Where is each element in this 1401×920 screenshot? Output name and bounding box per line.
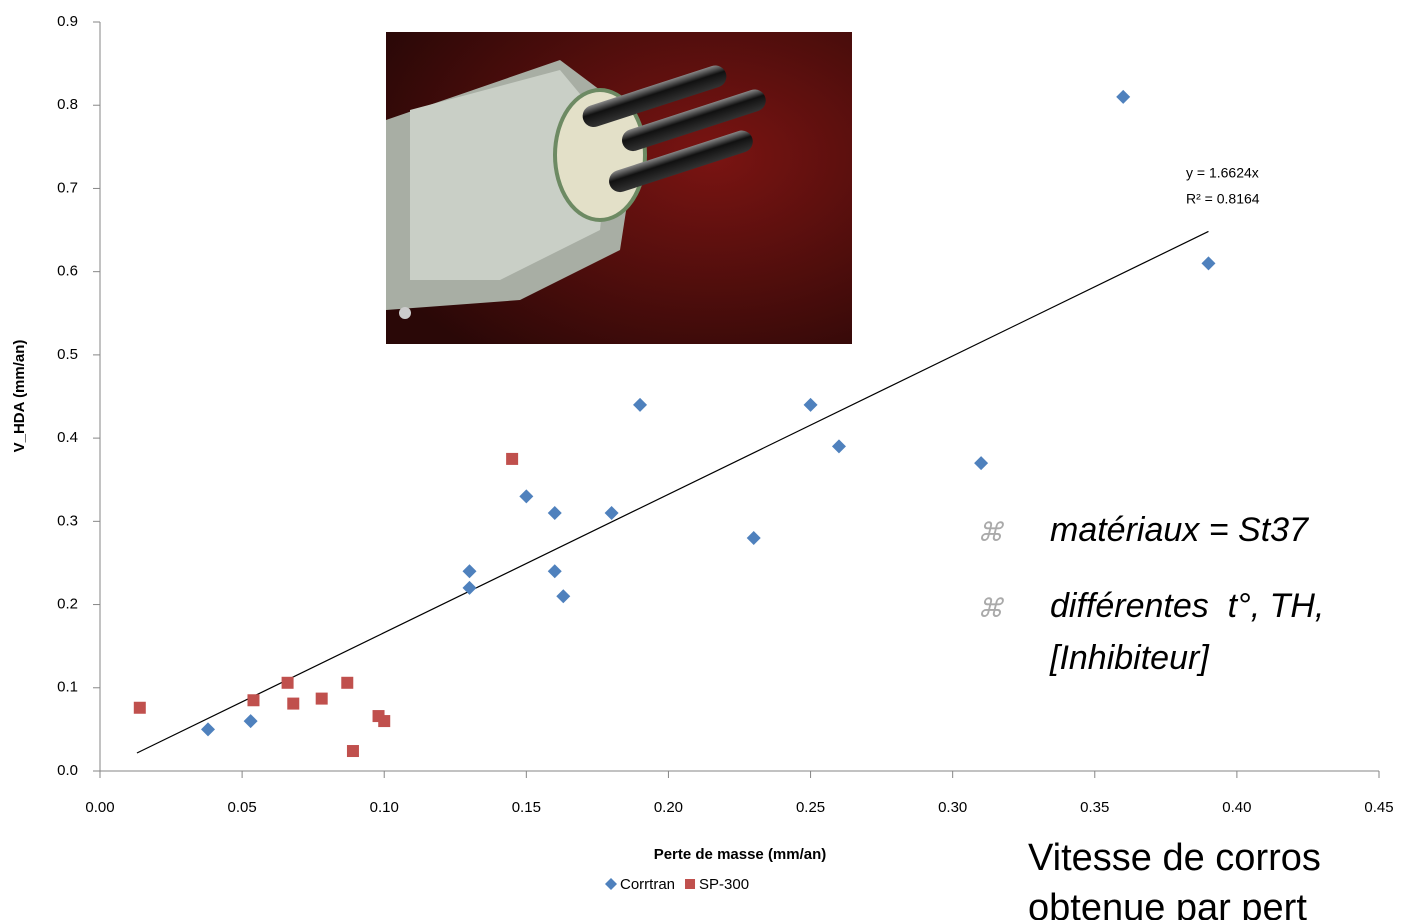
y-tick-label: 0.9: [57, 13, 78, 30]
x-tick-label: 0.25: [796, 799, 825, 816]
legend-marker: [605, 878, 617, 890]
point: [1116, 89, 1131, 104]
caption: Vitesse de corros: [1028, 837, 1321, 879]
point: [556, 589, 571, 604]
point: [831, 439, 846, 454]
trendline-r2: R² = 0.8164: [1186, 191, 1260, 207]
y-tick-label: 0.4: [57, 429, 78, 446]
point: [547, 506, 562, 521]
x-tick-label: 0.05: [228, 799, 257, 816]
point: [506, 452, 519, 465]
point: [462, 564, 477, 579]
point: [746, 530, 761, 545]
legend-marker: [685, 879, 696, 889]
x-tick-label: 0.45: [1364, 799, 1393, 816]
notes: ⌘ matériaux = St37 ⌘ différentes t°, TH,…: [977, 511, 1324, 677]
point: [547, 564, 562, 579]
point: [281, 676, 294, 689]
point: [378, 715, 391, 728]
point: [604, 506, 619, 521]
y-axis-title: V_HDA (mm/an): [11, 340, 28, 453]
caption: obtenue par pert: [1028, 887, 1307, 920]
note: matériaux = St37: [1050, 511, 1309, 549]
x-axis-title: Perte de masse (mm/an): [654, 846, 827, 863]
point: [247, 694, 260, 707]
point: [287, 697, 300, 710]
legend-label: SP-300: [699, 876, 749, 893]
y-tick-label: 0.7: [57, 179, 78, 196]
y-tick-label: 0.5: [57, 346, 78, 363]
trendline-equation: y = 1.6624x: [1186, 165, 1259, 181]
point: [1201, 256, 1216, 271]
point: [346, 745, 359, 758]
x-tick-label: 0.30: [938, 799, 967, 816]
x-tick-label: 0.00: [85, 799, 114, 816]
x-tick-label: 0.35: [1080, 799, 1109, 816]
y-tick-label: 0.6: [57, 263, 78, 280]
point: [633, 397, 648, 412]
point: [519, 489, 534, 504]
bullet: ⌘: [977, 517, 1005, 547]
y-tick-label: 0.8: [57, 96, 78, 113]
legend-label: Corrtran: [620, 876, 675, 893]
point: [315, 692, 328, 705]
y-tick-label: 0.0: [57, 762, 78, 779]
point: [201, 722, 216, 737]
x-tick-label: 0.20: [654, 799, 683, 816]
point: [462, 580, 477, 595]
photo: [386, 32, 852, 344]
y-tick-label: 0.1: [57, 679, 78, 696]
trendline: [136, 230, 1209, 754]
y-tick-label: 0.2: [57, 596, 78, 613]
point: [243, 714, 258, 729]
y-tick-label: 0.3: [57, 512, 78, 529]
point: [133, 701, 146, 714]
x-tick-label: 0.40: [1222, 799, 1251, 816]
x-tick-label: 0.15: [512, 799, 541, 816]
bullet: ⌘: [977, 593, 1005, 623]
note: différentes t°, TH,: [1050, 587, 1324, 625]
point: [341, 676, 354, 689]
point: [974, 456, 989, 471]
x-tick-label: 0.10: [370, 799, 399, 816]
note: [Inhibiteur]: [1049, 639, 1210, 677]
point: [803, 397, 818, 412]
